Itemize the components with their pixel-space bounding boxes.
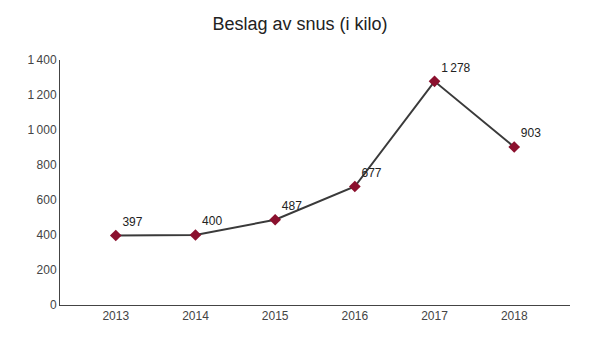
svg-text:2018: 2018 <box>501 309 528 323</box>
svg-text:1 200: 1 200 <box>27 88 56 102</box>
svg-text:2016: 2016 <box>341 309 368 323</box>
svg-text:Beslag av snus (i kilo): Beslag av snus (i kilo) <box>212 14 387 34</box>
svg-text:200: 200 <box>37 263 57 277</box>
svg-text:397: 397 <box>122 215 142 229</box>
svg-text:1 400: 1 400 <box>27 53 56 67</box>
svg-text:2014: 2014 <box>182 309 209 323</box>
svg-text:677: 677 <box>361 166 381 180</box>
svg-text:1 000: 1 000 <box>27 123 56 137</box>
svg-text:400: 400 <box>37 228 57 242</box>
svg-text:2017: 2017 <box>421 309 448 323</box>
svg-text:487: 487 <box>282 199 302 213</box>
svg-text:0: 0 <box>50 298 57 312</box>
svg-text:800: 800 <box>37 158 57 172</box>
svg-text:903: 903 <box>521 126 541 140</box>
svg-text:400: 400 <box>202 214 222 228</box>
svg-text:600: 600 <box>37 193 57 207</box>
svg-text:2015: 2015 <box>262 309 289 323</box>
svg-text:2013: 2013 <box>102 309 129 323</box>
svg-text:1 278: 1 278 <box>441 61 470 75</box>
